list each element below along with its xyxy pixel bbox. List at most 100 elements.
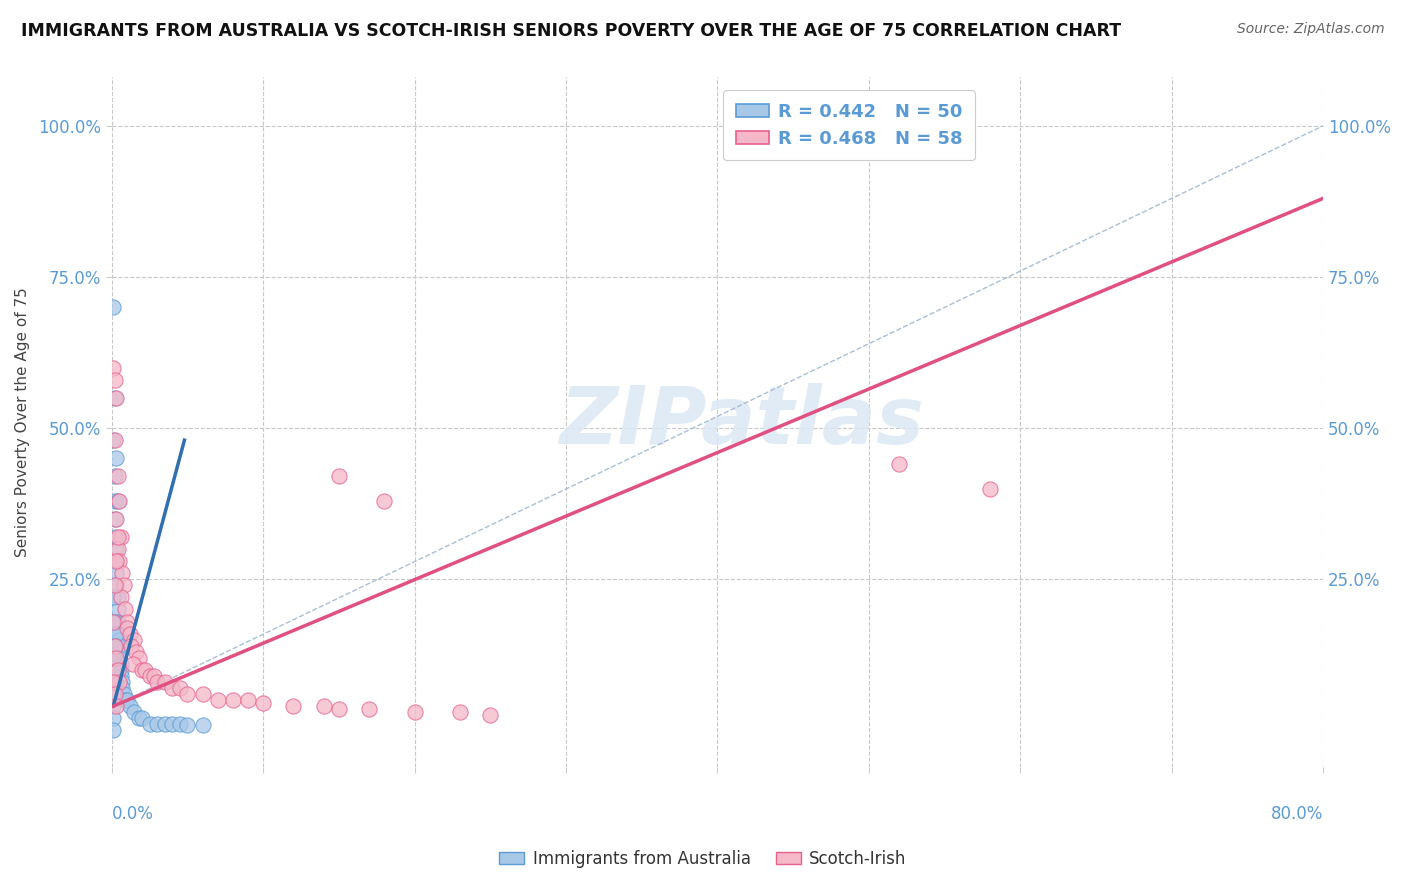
Point [107, 602, 129, 616]
Point [107, 469, 129, 483]
Point [104, 675, 127, 690]
Point [138, 669, 160, 683]
Point [103, 687, 125, 701]
Point [207, 693, 229, 707]
Point [312, 699, 335, 714]
Point [169, 717, 191, 731]
Point [103, 433, 125, 447]
Point [104, 639, 127, 653]
Point [252, 696, 274, 710]
Point [222, 693, 245, 707]
Point [103, 711, 125, 725]
Point [889, 458, 911, 472]
Point [162, 681, 184, 695]
Point [153, 675, 176, 690]
Point [103, 699, 125, 714]
Point [115, 693, 138, 707]
Point [118, 699, 141, 714]
Point [236, 693, 259, 707]
Point [107, 493, 129, 508]
Y-axis label: Seniors Poverty Over the Age of 75: Seniors Poverty Over the Age of 75 [15, 287, 30, 557]
Legend: R = 0.442   N = 50, R = 0.468   N = 58: R = 0.442 N = 50, R = 0.468 N = 58 [724, 90, 974, 161]
Point [104, 373, 127, 387]
Point [373, 493, 395, 508]
Point [110, 669, 132, 683]
Text: ZIPatlas: ZIPatlas [560, 383, 924, 461]
Point [111, 566, 134, 581]
Point [404, 705, 426, 719]
Point [103, 300, 125, 314]
Point [328, 469, 350, 483]
Point [107, 591, 129, 605]
Point [103, 723, 125, 738]
Point [328, 702, 350, 716]
Point [104, 578, 127, 592]
Point [120, 639, 142, 653]
Point [104, 493, 127, 508]
Point [104, 615, 127, 629]
Point [131, 711, 153, 725]
Point [176, 687, 198, 701]
Point [105, 650, 128, 665]
Point [125, 645, 148, 659]
Point [110, 657, 132, 671]
Point [104, 391, 127, 405]
Text: 0.0%: 0.0% [111, 805, 153, 823]
Point [104, 687, 127, 701]
Point [108, 493, 131, 508]
Point [191, 687, 214, 701]
Text: Source: ZipAtlas.com: Source: ZipAtlas.com [1237, 22, 1385, 37]
Point [107, 615, 129, 629]
Point [283, 699, 305, 714]
Point [108, 554, 131, 568]
Point [114, 602, 136, 616]
Point [103, 360, 125, 375]
Point [114, 693, 136, 707]
Legend: Immigrants from Australia, Scotch-Irish: Immigrants from Australia, Scotch-Irish [494, 844, 912, 875]
Point [107, 626, 129, 640]
Point [110, 591, 132, 605]
Point [979, 482, 1001, 496]
Point [104, 639, 127, 653]
Point [108, 639, 131, 653]
Point [108, 650, 131, 665]
Point [118, 626, 141, 640]
Point [111, 675, 134, 690]
Point [176, 718, 198, 732]
Point [105, 699, 128, 714]
Point [162, 717, 184, 731]
Point [128, 711, 150, 725]
Point [110, 663, 132, 677]
Point [104, 433, 127, 447]
Point [103, 615, 125, 629]
Point [115, 621, 138, 635]
Point [105, 391, 128, 405]
Point [105, 554, 128, 568]
Point [191, 718, 214, 732]
Point [105, 566, 128, 581]
Point [105, 451, 128, 466]
Point [449, 705, 471, 719]
Point [105, 554, 128, 568]
Point [107, 530, 129, 544]
Point [134, 663, 156, 677]
Point [146, 675, 169, 690]
Point [128, 650, 150, 665]
Point [153, 717, 176, 731]
Point [105, 578, 128, 592]
Point [105, 512, 128, 526]
Point [359, 702, 381, 716]
Point [107, 663, 129, 677]
Text: 80.0%: 80.0% [1271, 805, 1323, 823]
Point [124, 705, 146, 719]
Point [108, 675, 131, 690]
Point [138, 717, 160, 731]
Point [111, 681, 134, 695]
Point [104, 469, 127, 483]
Point [104, 530, 127, 544]
Point [122, 657, 145, 671]
Point [108, 632, 131, 647]
Point [103, 675, 125, 690]
Point [169, 681, 191, 695]
Point [107, 541, 129, 556]
